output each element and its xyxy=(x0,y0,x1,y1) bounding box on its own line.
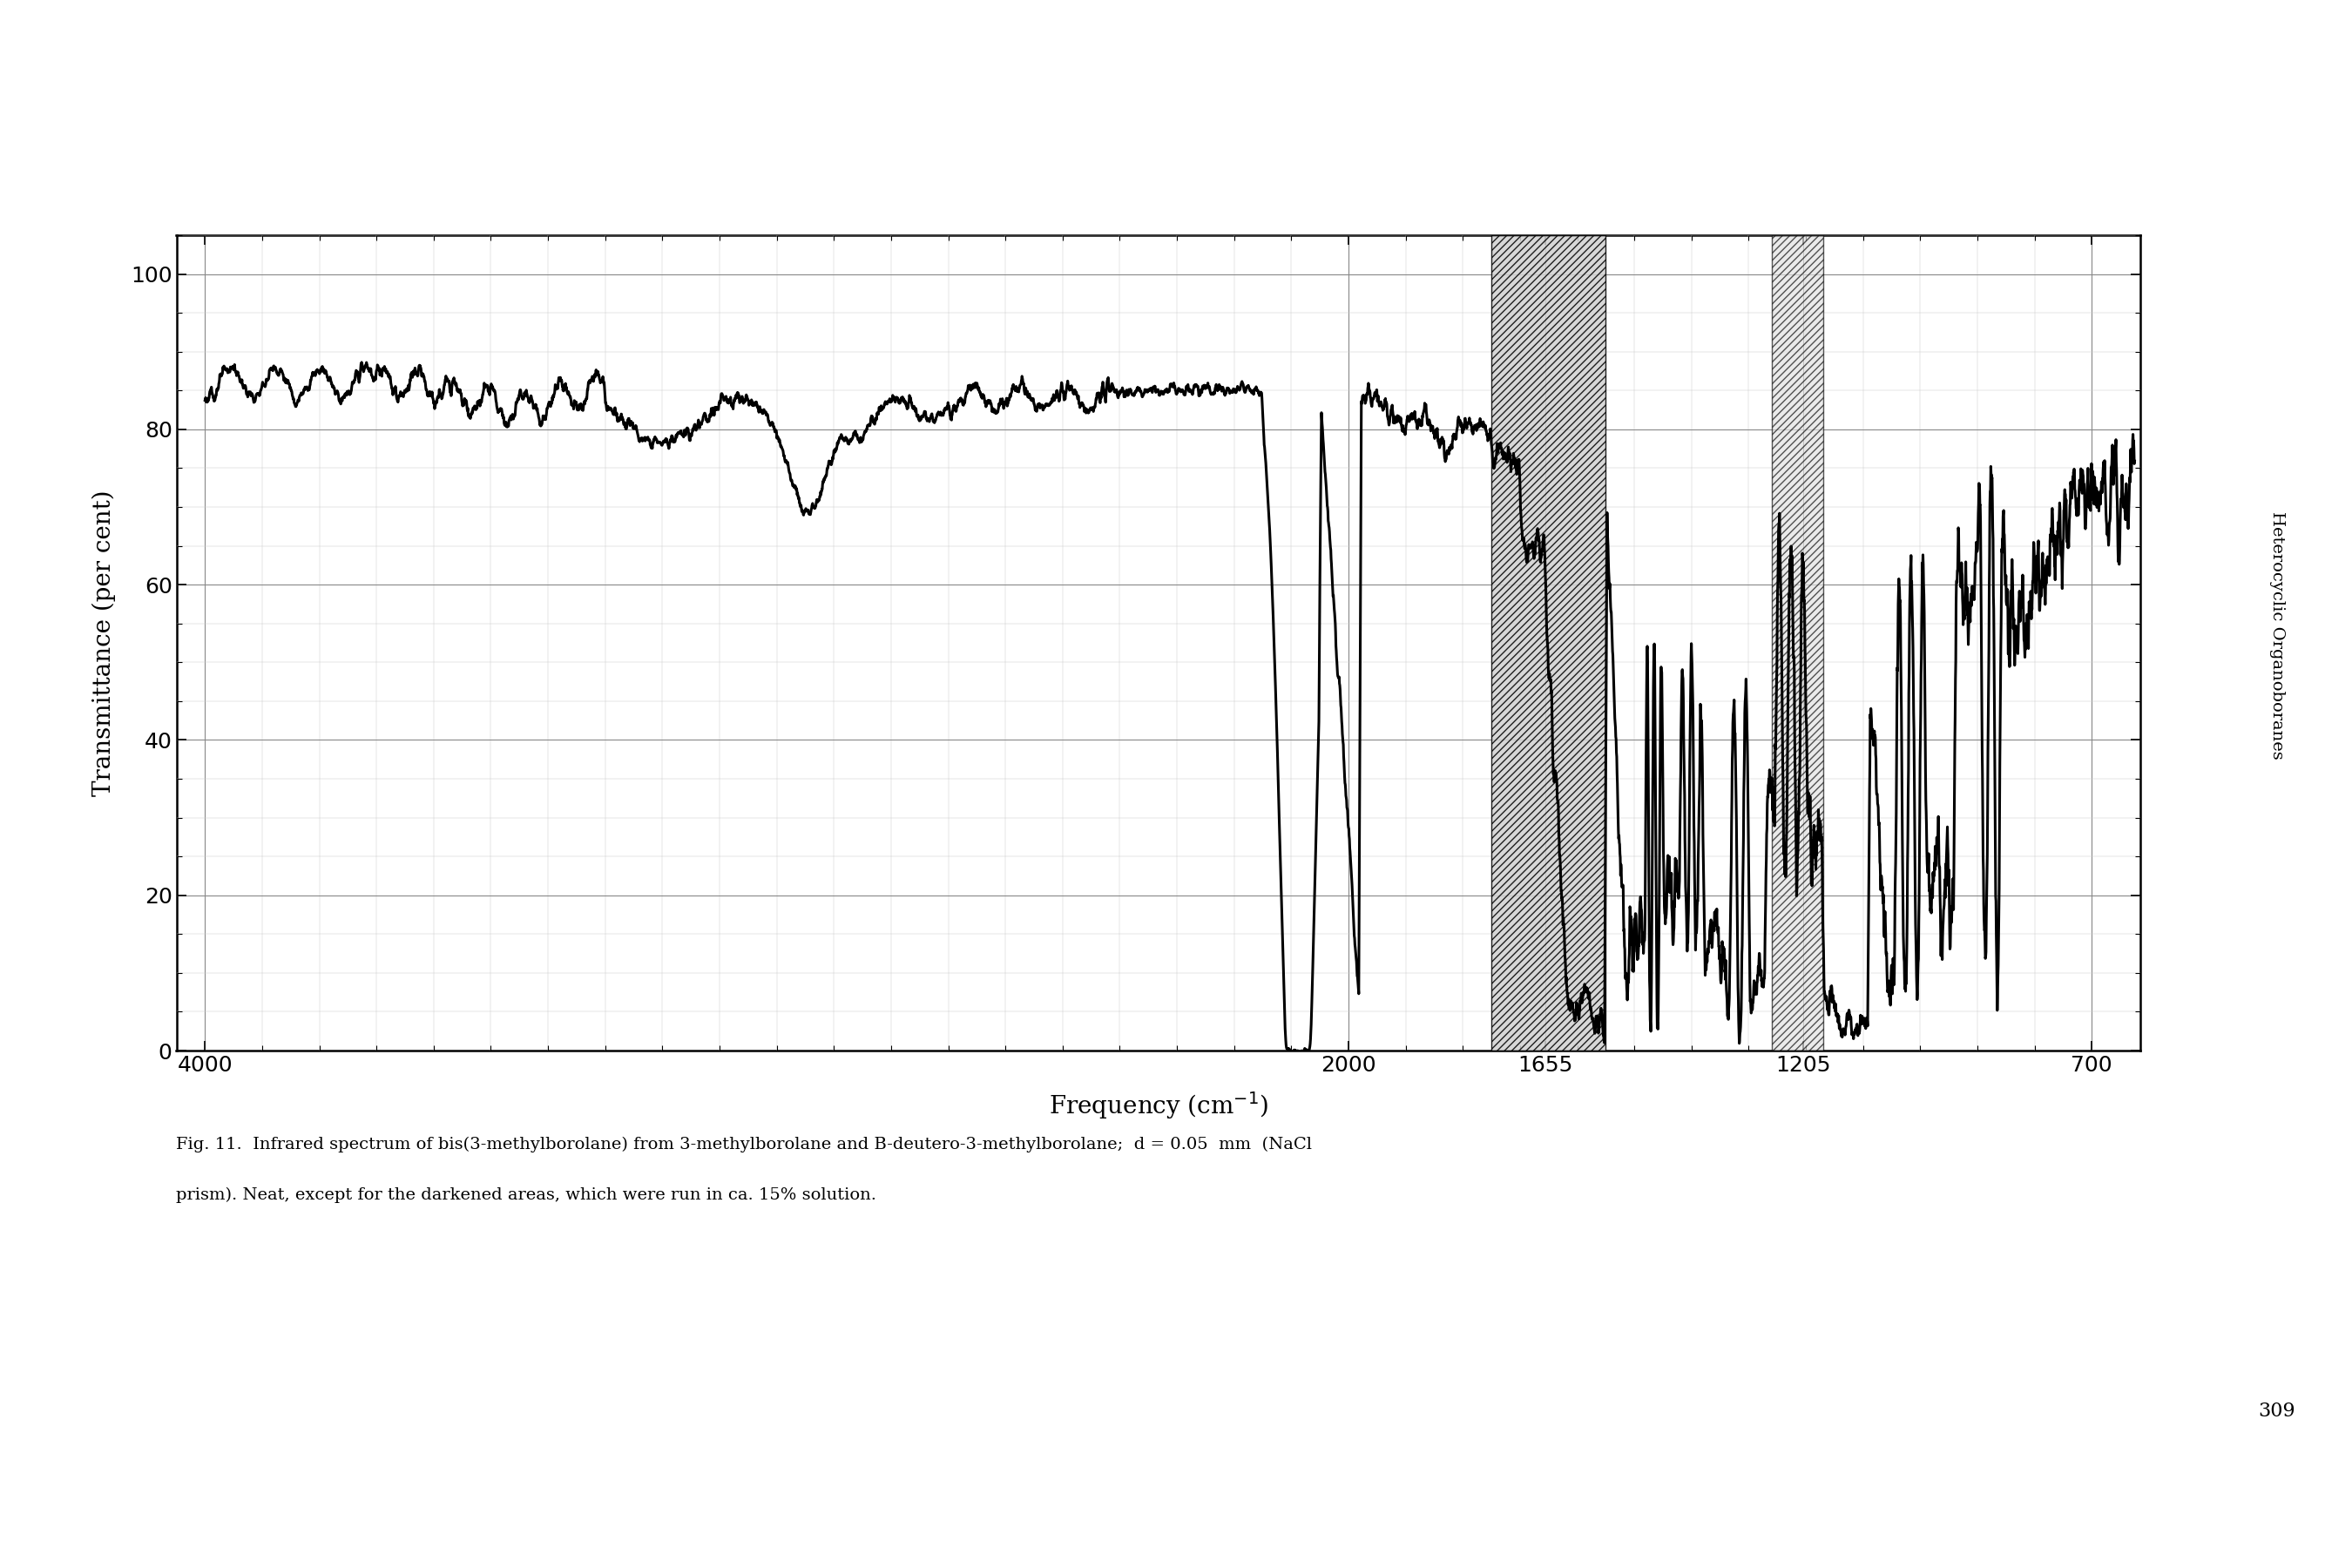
X-axis label: Frequency (cm$^{-1}$): Frequency (cm$^{-1}$) xyxy=(1049,1090,1268,1121)
Y-axis label: Transmittance (per cent): Transmittance (per cent) xyxy=(92,489,115,797)
Bar xyxy=(1771,235,1823,1051)
Text: Heterocyclic Organoboranes: Heterocyclic Organoboranes xyxy=(2270,511,2284,759)
Bar xyxy=(1491,235,1606,1051)
Text: 309: 309 xyxy=(2258,1402,2296,1421)
Text: Fig. 11.  Infrared spectrum of bis(3-methylborolane) from 3-methylborolane and B: Fig. 11. Infrared spectrum of bis(3-meth… xyxy=(176,1137,1312,1152)
Text: prism). Neat, except for the darkened areas, which were run in ca. 15% solution.: prism). Neat, except for the darkened ar… xyxy=(176,1187,877,1203)
